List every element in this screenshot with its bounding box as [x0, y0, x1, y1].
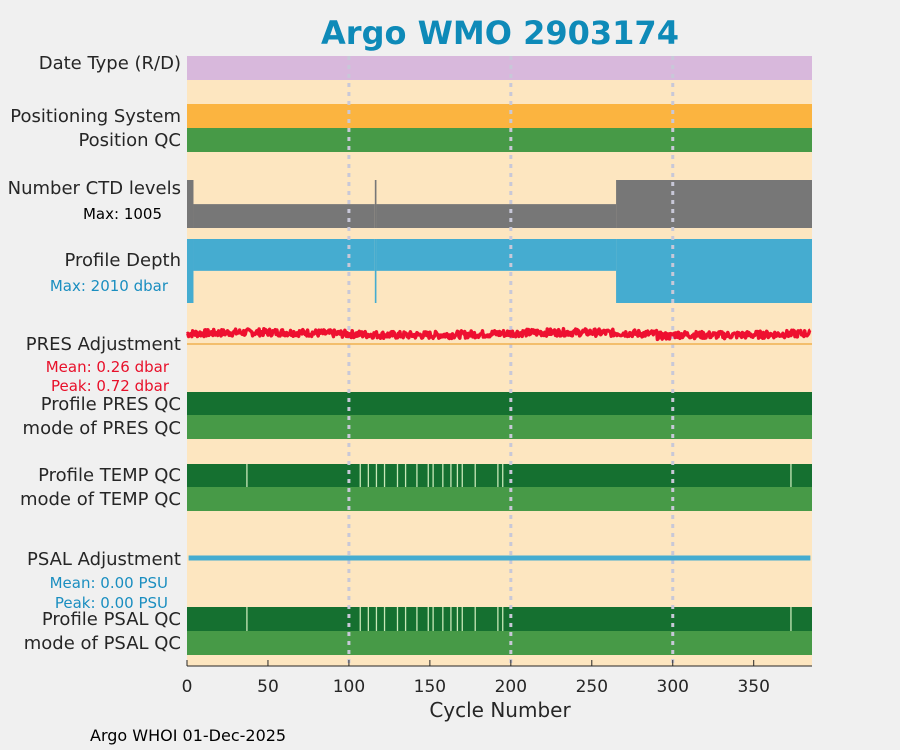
- ctd-levels-bar-2: [374, 180, 377, 228]
- profile-temp-qc-gap-14: [474, 464, 476, 487]
- profile-temp-qc-gap-0: [246, 464, 248, 487]
- profile-psal-qc-gap-11: [450, 607, 452, 631]
- label-mode-pres-qc: mode of PRES QC: [23, 418, 181, 439]
- label-profile-depth: Profile Depth: [64, 250, 181, 271]
- profile-temp-qc-gap-10: [442, 464, 444, 487]
- pres-adjustment-line: [186, 326, 812, 342]
- profile-psal-qc-gap-2: [367, 607, 369, 631]
- profile-temp-qc-gap-1: [359, 464, 361, 487]
- footer-credit: Argo WHOI 01-Dec-2025: [90, 726, 286, 745]
- ctd-max-label: Max: 1005: [83, 205, 162, 223]
- ctd-levels-bar-1: [193, 204, 375, 228]
- x-tick-label-250: 250: [576, 677, 608, 697]
- profile-psal-qc-gap-9: [432, 607, 434, 631]
- profile-temp-qc-gap-15: [497, 464, 499, 487]
- ctd-levels-bar-4: [616, 180, 812, 228]
- vertical-gridlines: [347, 56, 675, 666]
- profile-depth-bar-1: [193, 239, 375, 271]
- profile-psal-qc-gap-7: [416, 607, 418, 631]
- x-tick-label-300: 300: [657, 677, 689, 697]
- profile-psal-qc-gap-5: [396, 607, 399, 631]
- profile-psal-qc-bar: [187, 607, 812, 631]
- profile-psal-qc-gap-1: [359, 607, 361, 631]
- profile-psal-qc-gap-4: [383, 607, 386, 631]
- profile-psal-qc-gap-10: [442, 607, 444, 631]
- pres-adjustment-mean: Mean: 0.26 dbar: [46, 358, 170, 376]
- profile-psal-qc-gap-8: [427, 607, 429, 631]
- profile-temp-qc-gap-6: [404, 464, 407, 487]
- psal-adjustment-mean: Mean: 0.00 PSU: [50, 574, 168, 592]
- depth-max-label: Max: 2010 dbar: [50, 277, 169, 295]
- profile-psal-qc-gap-14: [474, 607, 476, 631]
- profile-depth-bar-2: [374, 239, 377, 303]
- profile-temp-qc-gap-7: [416, 464, 418, 487]
- label-position-qc: Position QC: [78, 130, 181, 151]
- profile-temp-qc-gap-3: [375, 464, 378, 487]
- x-axis-label: Cycle Number: [429, 698, 571, 722]
- label-profile-temp-qc: Profile TEMP QC: [38, 465, 181, 486]
- profile-temp-qc-gap-5: [396, 464, 399, 487]
- profile-psal-qc-gap-6: [404, 607, 407, 631]
- mode-psal-qc-bar: [187, 631, 812, 655]
- profile-depth-bar-3: [376, 239, 617, 271]
- adjustment-lines: [186, 326, 812, 561]
- date-type-bar: [187, 56, 812, 80]
- profile-temp-qc-gap-9: [432, 464, 434, 487]
- status-bars: [187, 56, 812, 655]
- psal-adjustment-peak: Peak: 0.00 PSU: [55, 594, 168, 612]
- plot-panel-background: [187, 56, 812, 666]
- profile-psal-qc-gap-3: [375, 607, 378, 631]
- profile-psal-qc-gap-16: [502, 607, 504, 631]
- profile-temp-qc-gap-8: [427, 464, 429, 487]
- profile-temp-qc-gap-11: [450, 464, 452, 487]
- profile-psal-qc-gap-17: [790, 607, 792, 631]
- profile-temp-qc-gap-16: [502, 464, 504, 487]
- mode-temp-qc-bar: [187, 487, 812, 511]
- label-psal-adjustment: PSAL Adjustment: [27, 549, 181, 570]
- profile-psal-qc-gap-13: [461, 607, 463, 631]
- label-number-ctd-levels: Number CTD levels: [8, 178, 181, 199]
- profile-temp-qc-gap-13: [461, 464, 463, 487]
- x-tick-label-100: 100: [333, 677, 365, 697]
- label-mode-temp-qc: mode of TEMP QC: [20, 489, 181, 510]
- mode-pres-qc-bar: [187, 415, 812, 439]
- x-tick-label-350: 350: [737, 677, 769, 697]
- label-profile-pres-qc: Profile PRES QC: [41, 394, 181, 415]
- profile-temp-qc-gap-17: [790, 464, 792, 487]
- pres-adjustment-peak: Peak: 0.72 dbar: [51, 377, 170, 395]
- profile-temp-qc-gap-2: [367, 464, 369, 487]
- position-qc-bar: [187, 128, 812, 152]
- label-date-type: Date Type (R/D): [39, 53, 181, 74]
- profile-temp-qc-gap-4: [383, 464, 386, 487]
- profile-temp-qc-gap-12: [456, 464, 459, 487]
- profile-depth-bar-4: [616, 239, 812, 303]
- chart-title: Argo WMO 2903174: [321, 14, 679, 52]
- label-positioning-system: Positioning System: [10, 106, 181, 127]
- label-profile-psal-qc: Profile PSAL QC: [42, 609, 181, 630]
- label-pres-adjustment: PRES Adjustment: [26, 334, 181, 355]
- profile-psal-qc-gap-12: [456, 607, 459, 631]
- profile-psal-qc-gap-0: [246, 607, 248, 631]
- label-mode-psal-qc: mode of PSAL QC: [24, 633, 181, 654]
- x-axis: 0 50 100 150 200 250 300 350: [182, 660, 812, 697]
- x-tick-label-50: 50: [257, 677, 279, 697]
- profile-psal-qc-gap-15: [497, 607, 499, 631]
- x-tick-label-200: 200: [495, 677, 527, 697]
- x-tick-label-0: 0: [182, 677, 193, 697]
- profile-temp-qc-bar: [187, 464, 812, 487]
- x-tick-label-150: 150: [414, 677, 446, 697]
- profile-pres-qc-bar: [187, 392, 812, 415]
- profile-depth-bar-0: [187, 239, 194, 303]
- ctd-levels-bar-3: [376, 204, 617, 228]
- positioning-system-bar: [187, 104, 812, 128]
- ctd-levels-bar-0: [187, 180, 194, 228]
